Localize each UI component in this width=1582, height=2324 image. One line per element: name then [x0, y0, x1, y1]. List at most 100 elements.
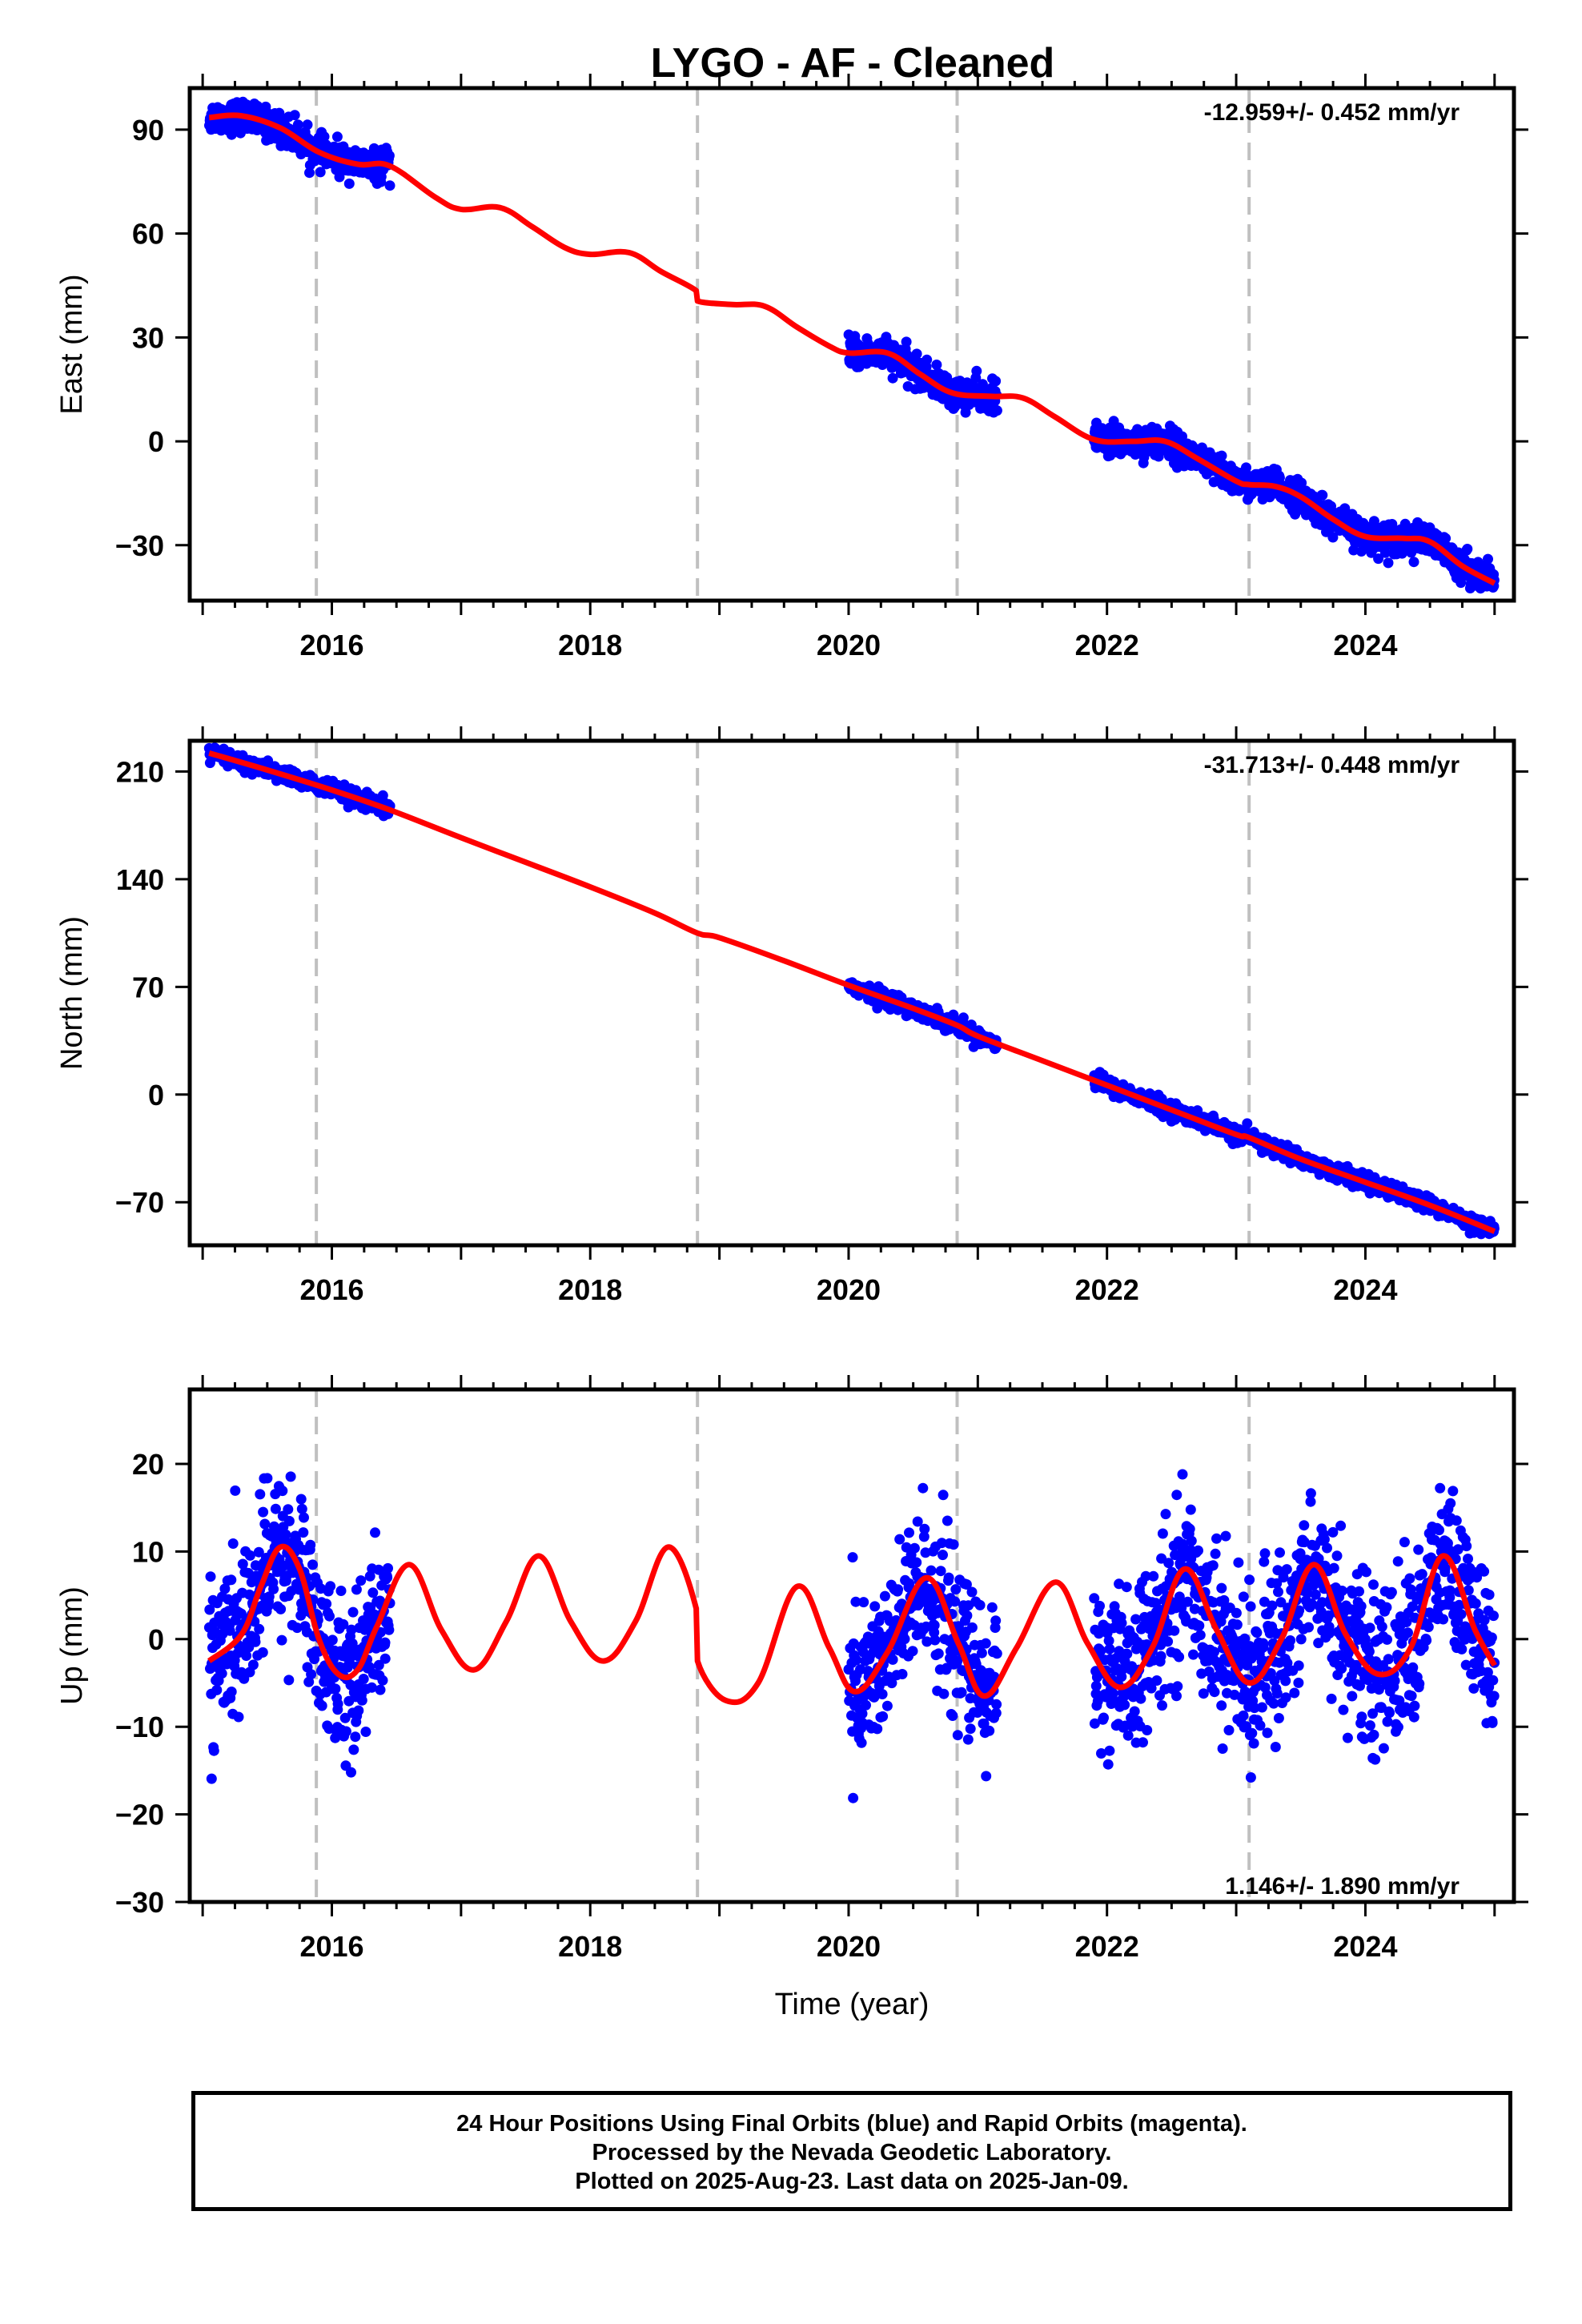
- east-point-267: [319, 131, 330, 143]
- up-point-861: [1130, 1614, 1142, 1625]
- up-point-499: [877, 1711, 889, 1722]
- up-point-1186: [1270, 1742, 1281, 1752]
- east-point-1581: [1440, 533, 1452, 544]
- north-xtick-label-2016: 2016: [299, 1273, 363, 1306]
- up-point-628: [933, 1648, 944, 1659]
- east-point-764: [991, 405, 1002, 416]
- north-ytick-label: 210: [116, 755, 164, 788]
- up-point-397: [375, 1684, 386, 1695]
- east-point-648: [942, 372, 953, 383]
- east-point-1679: [1483, 553, 1493, 565]
- east-ytick-label: 90: [132, 114, 164, 147]
- up-point-554: [901, 1542, 912, 1553]
- up-point-1137: [1249, 1703, 1260, 1714]
- east-point-522: [887, 372, 898, 384]
- up-point-800: [1104, 1745, 1115, 1756]
- east-xtick-label-2024: 2024: [1333, 629, 1397, 661]
- up-point-898: [1146, 1683, 1157, 1694]
- up-point-957: [1171, 1490, 1182, 1501]
- up-point-781: [1096, 1748, 1106, 1759]
- up-point-413: [382, 1572, 393, 1583]
- up-point-272: [321, 1598, 332, 1610]
- up-point-346: [353, 1705, 364, 1716]
- north-ytick-label: 70: [132, 971, 164, 1003]
- up-point-1178: [1267, 1600, 1278, 1611]
- east-ylabel: East (mm): [55, 274, 89, 414]
- up-point-329: [346, 1767, 356, 1778]
- up-point-1192: [1273, 1586, 1283, 1598]
- up-point-166: [275, 1603, 287, 1614]
- up-point-1182: [1268, 1698, 1279, 1709]
- up-point-859: [1129, 1706, 1140, 1717]
- up-point-652: [943, 1572, 954, 1583]
- up-point-765: [1089, 1593, 1100, 1604]
- up-point-703: [965, 1723, 976, 1735]
- up-point-363: [360, 1727, 371, 1737]
- up-point-809: [1107, 1688, 1118, 1699]
- up-point-510: [881, 1700, 893, 1711]
- up-point-60: [230, 1485, 241, 1496]
- up-point-1267: [1305, 1496, 1316, 1507]
- up-point-95: [244, 1550, 255, 1561]
- up-point-51: [226, 1574, 237, 1586]
- up-point-1112: [1238, 1591, 1249, 1602]
- east-point-1196: [1274, 472, 1285, 483]
- up-point-729: [976, 1647, 987, 1659]
- up-point-873: [1135, 1693, 1146, 1704]
- up-point-286: [327, 1634, 338, 1646]
- east-rate-label: -12.959+/- 0.452 mm/yr: [1204, 99, 1460, 126]
- up-point-910: [1151, 1675, 1162, 1686]
- up-point-281: [325, 1581, 336, 1592]
- up-point-116: [254, 1623, 265, 1634]
- up-point-787: [1098, 1712, 1109, 1723]
- up-point-29: [216, 1668, 227, 1679]
- up-point-577: [911, 1557, 922, 1568]
- up-point-1337: [1335, 1520, 1347, 1531]
- up-point-962: [1174, 1651, 1185, 1663]
- up-point-1097: [1231, 1619, 1243, 1630]
- up-point-68: [233, 1711, 244, 1723]
- up-point-1354: [1342, 1732, 1353, 1743]
- up-point-568: [907, 1646, 918, 1657]
- up-point-1343: [1338, 1704, 1349, 1715]
- up-point-377: [366, 1682, 377, 1693]
- east-ytick-label: 60: [132, 218, 164, 251]
- east-xtick-label-2016: 2016: [299, 629, 363, 661]
- up-point-415: [383, 1562, 393, 1574]
- up-point-945: [1166, 1566, 1178, 1578]
- up-point-335: [348, 1744, 359, 1755]
- up-point-1312: [1324, 1627, 1335, 1638]
- east-point-1347: [1339, 503, 1351, 514]
- east-point-914: [1153, 451, 1164, 462]
- up-point-1322: [1328, 1562, 1339, 1574]
- east-point-624: [931, 360, 942, 370]
- up-point-293: [330, 1683, 341, 1695]
- east-ytick-label: 30: [132, 321, 164, 354]
- up-point-1135: [1248, 1738, 1259, 1749]
- up-point-1220: [1285, 1635, 1296, 1646]
- up-point-1189: [1271, 1578, 1283, 1589]
- up-point-706: [966, 1586, 978, 1598]
- east-xtick-label-2020: 2020: [817, 629, 881, 661]
- up-point-436: [850, 1596, 861, 1607]
- up-point-1: [204, 1604, 215, 1615]
- east-point-1319: [1327, 532, 1339, 543]
- up-point-770: [1090, 1680, 1102, 1691]
- up-point-437: [851, 1655, 861, 1666]
- up-point-931: [1160, 1509, 1171, 1520]
- up-point-186: [283, 1515, 295, 1526]
- up-point-1041: [1207, 1560, 1219, 1571]
- up-point-215: [296, 1503, 307, 1514]
- east-point-325: [343, 178, 355, 189]
- up-point-55: [227, 1538, 239, 1549]
- up-point-306: [335, 1586, 347, 1596]
- east-ytick-label: −30: [115, 529, 164, 562]
- east-point-233: [304, 167, 315, 179]
- up-point-450: [856, 1737, 867, 1748]
- east-point-1441: [1379, 547, 1391, 558]
- up-point-982: [1182, 1596, 1193, 1607]
- up-point-1044: [1209, 1687, 1220, 1698]
- up-point-1319: [1327, 1526, 1339, 1538]
- up-point-460: [861, 1699, 871, 1711]
- up-point-429: [847, 1552, 858, 1563]
